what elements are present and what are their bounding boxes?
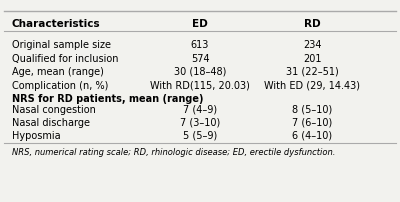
Text: 31 (22–51): 31 (22–51) (286, 67, 338, 77)
Text: Qualified for inclusion: Qualified for inclusion (12, 54, 118, 64)
Text: 7 (3–10): 7 (3–10) (180, 117, 220, 127)
Text: NRS for RD patients, mean (range): NRS for RD patients, mean (range) (12, 94, 204, 103)
Text: Original sample size: Original sample size (12, 40, 111, 50)
Text: With ED (29, 14.43): With ED (29, 14.43) (264, 81, 360, 90)
Text: 201: 201 (303, 54, 321, 64)
Text: 8 (5–10): 8 (5–10) (292, 104, 332, 115)
Text: ED: ED (192, 19, 208, 29)
Text: Nasal congestion: Nasal congestion (12, 104, 96, 115)
Text: NRS, numerical rating scale; RD, rhinologic disease; ED, erectile dysfunction.: NRS, numerical rating scale; RD, rhinolo… (12, 147, 335, 156)
Text: 7 (4–9): 7 (4–9) (183, 104, 217, 115)
Text: 234: 234 (303, 40, 321, 50)
Text: 7 (6–10): 7 (6–10) (292, 117, 332, 127)
Text: Characteristics: Characteristics (12, 19, 101, 29)
Text: Nasal discharge: Nasal discharge (12, 117, 90, 127)
Text: Complication (n, %): Complication (n, %) (12, 81, 108, 90)
Text: Hyposmia: Hyposmia (12, 130, 61, 140)
Text: With RD(115, 20.03): With RD(115, 20.03) (150, 81, 250, 90)
Text: 613: 613 (191, 40, 209, 50)
Text: 6 (4–10): 6 (4–10) (292, 130, 332, 140)
Text: 5 (5–9): 5 (5–9) (183, 130, 217, 140)
Text: 574: 574 (191, 54, 209, 64)
Text: RD: RD (304, 19, 320, 29)
Text: Age, mean (range): Age, mean (range) (12, 67, 104, 77)
Text: 30 (18–48): 30 (18–48) (174, 67, 226, 77)
